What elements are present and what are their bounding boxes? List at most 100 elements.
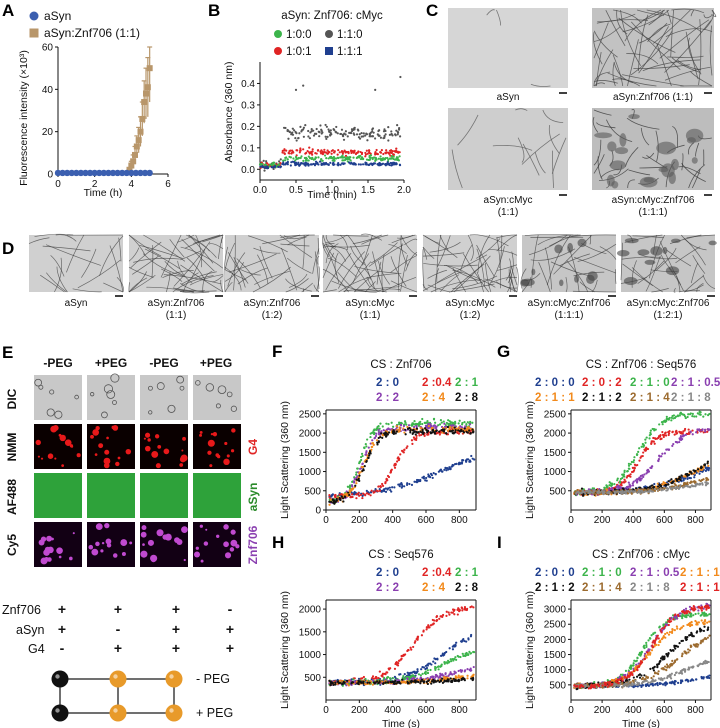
data-point bbox=[298, 132, 301, 135]
data-point bbox=[403, 431, 406, 434]
data-point bbox=[451, 648, 455, 651]
data-point bbox=[423, 434, 426, 438]
data-point bbox=[141, 99, 148, 106]
data-point bbox=[384, 481, 387, 484]
data-point bbox=[291, 127, 294, 130]
data-point bbox=[400, 654, 403, 658]
y-tick-label: 2000 bbox=[544, 429, 567, 440]
data-point bbox=[410, 439, 414, 442]
fibril bbox=[678, 166, 701, 175]
data-point bbox=[647, 470, 650, 473]
droplet bbox=[141, 525, 147, 531]
fibril bbox=[553, 235, 592, 275]
data-point bbox=[640, 445, 643, 448]
data-point bbox=[467, 638, 470, 641]
y-tick-label: 1000 bbox=[299, 650, 322, 661]
data-point bbox=[332, 683, 335, 686]
data-point bbox=[644, 449, 648, 452]
data-point bbox=[324, 123, 327, 127]
fibril bbox=[422, 234, 440, 244]
fibril bbox=[313, 284, 320, 293]
data-point bbox=[656, 488, 660, 492]
data-point bbox=[304, 124, 307, 127]
data-point bbox=[387, 681, 390, 684]
data-point bbox=[368, 133, 372, 136]
data-point bbox=[328, 679, 331, 683]
data-point bbox=[405, 423, 408, 426]
data-point bbox=[128, 169, 135, 177]
droplet bbox=[103, 384, 114, 394]
y-tick-label: 0 bbox=[315, 506, 321, 517]
data-point bbox=[415, 436, 418, 440]
data-point bbox=[445, 650, 448, 654]
data-point bbox=[395, 147, 398, 150]
data-point bbox=[435, 680, 438, 683]
data-point bbox=[665, 483, 668, 487]
data-point bbox=[666, 489, 669, 492]
droplet bbox=[54, 457, 57, 460]
data-point bbox=[378, 134, 381, 137]
y-tick-label: 500 bbox=[304, 486, 321, 497]
fibril bbox=[400, 254, 408, 292]
data-point bbox=[291, 131, 294, 134]
droplet bbox=[144, 445, 151, 452]
fibril bbox=[593, 80, 618, 84]
data-point bbox=[472, 665, 475, 669]
panel-label-a: A bbox=[2, 1, 14, 20]
fibril bbox=[322, 252, 335, 278]
y-tick-label: 0.2 bbox=[241, 122, 255, 133]
data-point bbox=[329, 155, 332, 159]
data-point bbox=[380, 432, 383, 435]
data-point bbox=[377, 676, 380, 680]
data-point bbox=[624, 669, 628, 673]
fibril bbox=[435, 268, 440, 293]
fibril bbox=[437, 235, 451, 268]
data-point bbox=[265, 162, 269, 165]
data-point bbox=[285, 149, 288, 152]
data-point bbox=[362, 492, 365, 495]
data-point bbox=[472, 651, 476, 654]
data-point bbox=[385, 422, 388, 425]
aggregate bbox=[628, 114, 640, 120]
data-point bbox=[346, 679, 349, 682]
col-label-2: +PEG bbox=[95, 356, 127, 370]
fibril bbox=[28, 237, 50, 244]
droplet bbox=[121, 551, 126, 556]
data-point bbox=[421, 422, 424, 426]
chart-title: CS : Znf706 : Seq576 bbox=[586, 359, 697, 371]
fibril bbox=[377, 260, 390, 285]
fibril bbox=[538, 262, 551, 293]
data-point bbox=[656, 681, 659, 685]
data-point bbox=[386, 478, 389, 482]
fibril bbox=[316, 255, 320, 265]
fibril bbox=[361, 234, 389, 245]
fibril bbox=[400, 235, 418, 256]
data-point bbox=[318, 131, 321, 134]
data-point bbox=[146, 65, 153, 72]
x-tick-label: 200 bbox=[594, 705, 611, 716]
data-point bbox=[344, 130, 347, 133]
data-point bbox=[643, 473, 646, 476]
fibril bbox=[280, 243, 310, 247]
chart-a-ylabel: Fluorescence intensity (×10³) bbox=[18, 50, 30, 186]
data-point bbox=[454, 420, 457, 424]
legend-text-asyn: aSyn bbox=[44, 9, 71, 23]
data-point bbox=[394, 134, 397, 137]
data-point bbox=[684, 484, 687, 488]
data-point bbox=[429, 422, 432, 426]
data-point bbox=[456, 679, 459, 682]
droplet bbox=[101, 411, 108, 419]
data-point bbox=[402, 654, 405, 657]
data-point bbox=[284, 159, 287, 162]
data-point bbox=[441, 677, 444, 680]
data-point bbox=[328, 496, 331, 499]
data-point bbox=[444, 423, 447, 427]
droplet bbox=[156, 529, 164, 537]
data-point bbox=[404, 428, 407, 431]
data-point bbox=[633, 466, 636, 469]
em-image-c1 bbox=[448, 8, 568, 88]
data-point bbox=[690, 678, 693, 681]
fibril bbox=[327, 257, 357, 278]
data-point bbox=[411, 422, 414, 425]
data-point bbox=[362, 132, 365, 135]
